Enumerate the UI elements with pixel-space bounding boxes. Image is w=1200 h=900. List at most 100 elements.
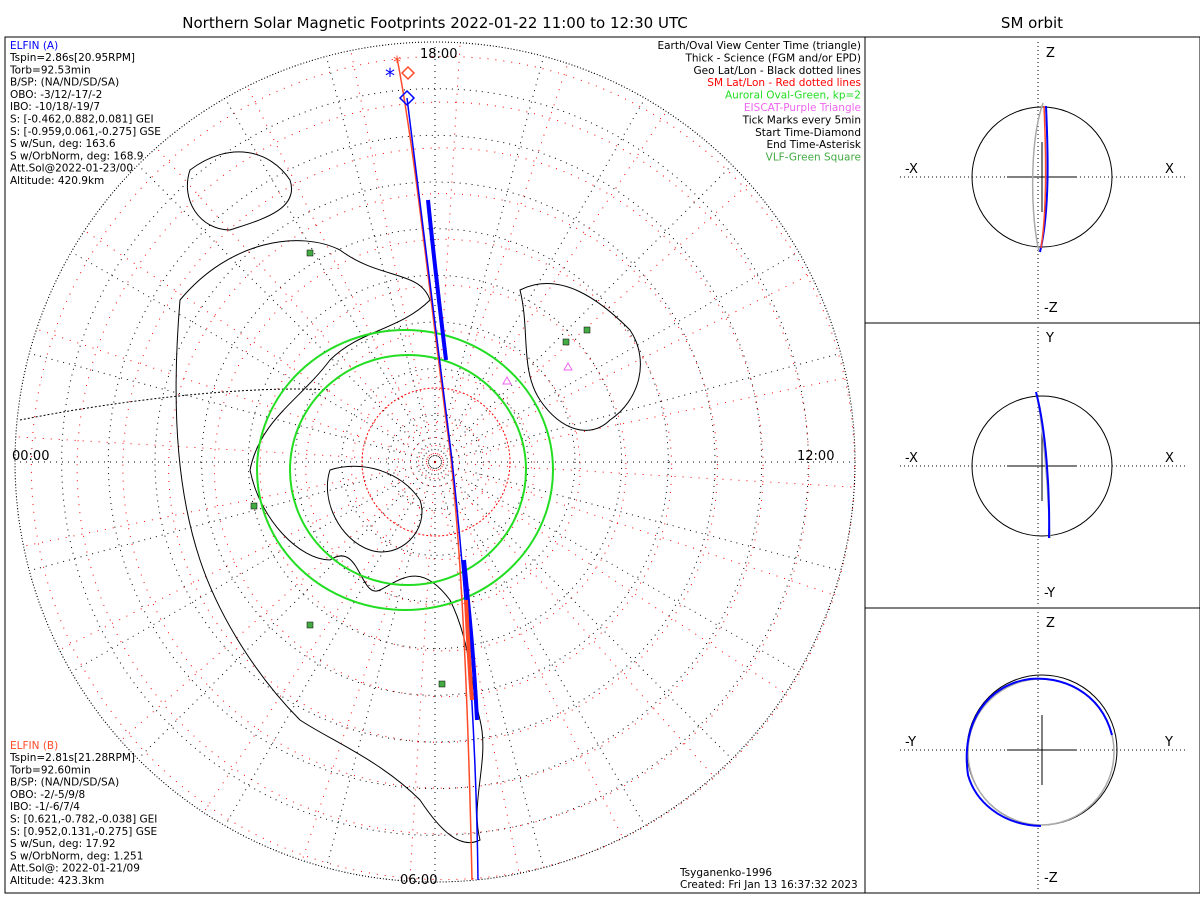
legend-item: Auroral Oval-Green, kp=2: [725, 90, 861, 102]
sm-lat-circle: [76, 101, 810, 835]
geo-lat-circle: [107, 134, 763, 790]
continent-outline: [519, 283, 641, 431]
elfin-b-track: [396, 57, 473, 881]
geo-lon-line: [71, 251, 436, 463]
sm-pole-circle: [361, 387, 511, 537]
elfin-b-info-line: Tspin=2.81s[21.28RPM]: [9, 752, 135, 764]
elfin-b-info-line: S w/Sun, deg: 17.92: [10, 838, 116, 850]
elfin-b-info-line: OBO: -2/-5/9/8: [10, 789, 85, 801]
elfin-a-info-line: S w/Sun, deg: 163.6: [10, 138, 116, 150]
elfin-b-info-line: IBO: -1/-6/7/4: [10, 801, 80, 813]
elfin-a-info-line: Altitude: 420.9km: [10, 175, 104, 187]
sm-lat-circle: [213, 238, 673, 698]
geo-lon-line: [325, 56, 436, 463]
geo-lat-circle: [154, 181, 716, 743]
elfin-b-orbit: [1040, 105, 1047, 249]
mlt-label-left: 00:00: [12, 449, 49, 464]
elfin-b-info-line: S w/OrbNorm, deg: 1.251: [10, 850, 143, 862]
geo-lon-line: [325, 461, 436, 868]
elfin-a-track: [406, 97, 479, 881]
legend-item: EISCAT-Purple Triangle: [744, 102, 861, 114]
orbit-axis-label-right: X: [1165, 451, 1174, 466]
sm-lon-line: [23, 461, 436, 547]
legend-item: Tick Marks every 5min: [742, 114, 861, 126]
geo-lat-circle: [341, 368, 529, 556]
legend-item: End Time-Asterisk: [766, 139, 861, 151]
continent-outline: [175, 240, 484, 844]
elfin-a-info-line: Att.Sol@2022-01-23/00: [10, 163, 133, 175]
geo-lon-line: [434, 56, 545, 463]
map-boundary: [14, 41, 856, 883]
geo-lat-circle: [201, 228, 669, 696]
eiscat-triangle: [563, 361, 573, 371]
sm-lat-circle: [122, 147, 764, 789]
sm-lon-line: [434, 63, 569, 463]
geo-lat-circle: [294, 321, 576, 603]
sm-lon-line: [434, 461, 624, 838]
sm-lon-line: [409, 461, 436, 882]
elfin-a-science-segment: [426, 199, 448, 361]
geo-lon-line: [434, 461, 799, 673]
orbit-axis-label-right: X: [1165, 162, 1174, 177]
elfin-b-start-diamond: [400, 65, 416, 81]
sm-lon-line: [246, 86, 436, 463]
geo-lon-line: [224, 461, 436, 826]
sm-lon-line: [350, 50, 436, 463]
elfin-b-info: ELFIN (B) Tspin=2.81s[21.28RPM]Torb=92.6…: [9, 740, 157, 887]
sm-lon-line: [434, 42, 461, 463]
elfin-b-end-asterisk: *: [393, 52, 401, 71]
elfin-a-orbit: [1035, 391, 1051, 539]
sm-lat-circle: [351, 376, 535, 560]
created-label: Created: Fri Jan 13 16:37:32 2023: [680, 879, 858, 891]
legend-item: SM Lat/Lon - Red dotted lines: [707, 77, 861, 89]
figure-title: Northern Solar Magnetic Footprints 2022-…: [182, 14, 687, 32]
footprint-map-frame: [4, 36, 866, 894]
geo-lat-circle: [61, 88, 809, 836]
sm-lon-line: [434, 377, 847, 463]
sm-lon-line: [434, 461, 834, 596]
sm-lat-circle: [305, 330, 581, 606]
elfin-b-name: ELFIN (B): [10, 740, 58, 752]
legend-item: Earth/Oval View Center Time (triangle): [657, 40, 861, 52]
eiscat-triangle: [502, 375, 512, 385]
terminator-line: [19, 388, 331, 421]
legend-item: VLF-Green Square: [766, 152, 861, 164]
orbit-axis-label-bottom: -Z: [1044, 301, 1058, 316]
elfin-a-info-line: Torb=92.53min: [9, 64, 91, 76]
sm-lat-circle: [259, 284, 627, 652]
elfin-a-info-line: S: [-0.462,0.882,0.081] GEI: [10, 114, 154, 126]
elfin-a-name: ELFIN (A): [10, 40, 58, 52]
geo-lon-line: [137, 461, 436, 760]
vlf-station-square: [438, 680, 446, 688]
elfin-a-info: ELFIN (A) Tspin=2.86s[20.95RPM]Torb=92.5…: [9, 40, 161, 187]
mlt-label-right: 12:00: [797, 449, 834, 464]
geo-lon-line: [434, 98, 646, 463]
elfin-b-info-line: Torb=92.60min: [9, 764, 91, 776]
sm-lat-circle: [30, 55, 856, 881]
model-label: Tsyganenko-1996: [679, 867, 772, 879]
elfin-a-info-line: Tspin=2.86s[20.95RPM]: [9, 52, 135, 64]
sm-lon-line: [434, 273, 811, 463]
sm-lat-circle: [168, 193, 718, 743]
legend: Earth/Oval View Center Time (triangle)Th…: [657, 40, 861, 164]
sm-lon-line: [84, 230, 436, 463]
elfin-b-info-line: Att.Sol@: 2022-01-21/09: [10, 863, 140, 875]
orbit-axis-label-top: Y: [1045, 331, 1054, 346]
elfin-a-science-segment: [462, 559, 479, 721]
orbit-axis-label-bottom: -Y: [1044, 586, 1055, 601]
geo-lon-line: [71, 461, 436, 673]
elfin-a-orbit: [965, 677, 1113, 827]
geo-lat-circle: [387, 414, 483, 510]
elfin-b-info-line: Altitude: 423.3km: [10, 875, 104, 887]
legend-item: Thick - Science (FGM and/or EPD): [684, 52, 861, 64]
elfin-a-info-line: IBO: -10/18/-19/7: [10, 101, 100, 113]
elfin-a-info-line: S w/OrbNorm, deg: 168.9: [10, 150, 143, 162]
legend-item: Geo Lat/Lon - Black dotted lines: [694, 65, 861, 77]
elfin-a-info-line: OBO: -3/12/-17/-2: [10, 89, 102, 101]
elfin-b-info-line: S: [0.621,-0.782,-0.038] GEI: [10, 814, 157, 826]
orbit-axis-label-left: -X: [905, 162, 918, 177]
geo-lon-line: [434, 461, 646, 826]
orbit-title: SM orbit: [1001, 14, 1063, 32]
orbit-track-shadow: [1031, 102, 1044, 253]
